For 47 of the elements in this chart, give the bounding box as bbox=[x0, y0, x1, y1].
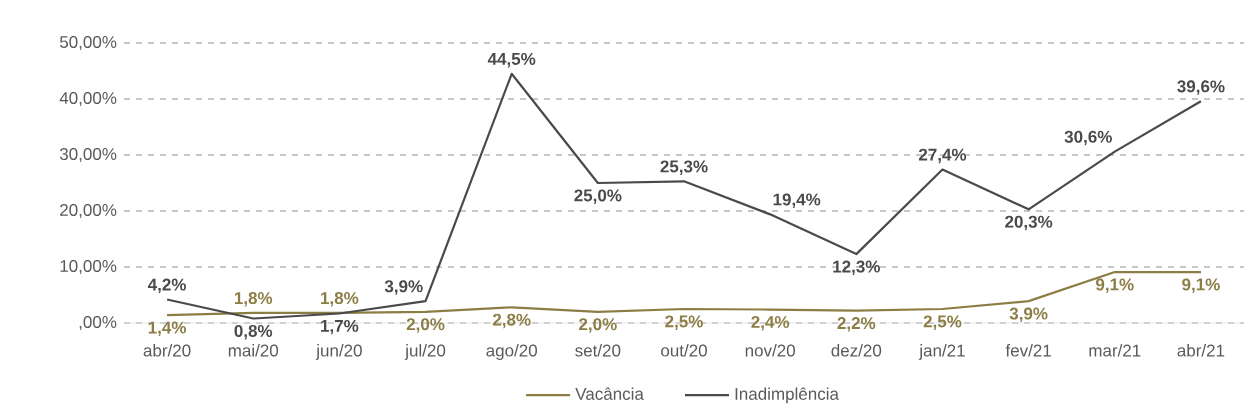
x-tick-label: abr/20 bbox=[143, 344, 191, 357]
data-label: 1,7% bbox=[321, 319, 359, 335]
data-label: 2,8% bbox=[492, 313, 531, 329]
data-label: 25,3% bbox=[660, 160, 708, 175]
data-label: 27,4% bbox=[918, 148, 967, 164]
x-tick-label: out/20 bbox=[661, 344, 707, 357]
y-tick-label: 20,00% bbox=[60, 203, 117, 219]
data-label: 2,2% bbox=[837, 317, 876, 332]
data-label: 2,0% bbox=[406, 318, 445, 333]
x-tick-label: mai/20 bbox=[228, 344, 279, 357]
data-label: 1,8% bbox=[234, 292, 273, 307]
y-tick-label: 40,00% bbox=[59, 91, 117, 107]
x-tick-label: nov/20 bbox=[745, 344, 795, 357]
y-tick-label: 30,00% bbox=[59, 147, 117, 163]
data-label: 4,2% bbox=[147, 278, 187, 294]
data-label: 2,0% bbox=[579, 318, 617, 333]
x-tick-label: ago/20 bbox=[486, 344, 538, 360]
data-label: 30,6% bbox=[1064, 130, 1112, 146]
data-label: 3,9% bbox=[1009, 307, 1048, 323]
x-tick-label: set/20 bbox=[575, 344, 621, 357]
data-label: 9,1% bbox=[1095, 278, 1134, 293]
data-label: 25,0% bbox=[574, 189, 622, 204]
data-label: 2,4% bbox=[751, 315, 790, 331]
data-label: 3,9% bbox=[384, 280, 423, 295]
data-label: 39,6% bbox=[1177, 80, 1225, 95]
x-tick-label: jul/20 bbox=[404, 344, 446, 360]
x-tick-label: jan/21 bbox=[918, 344, 965, 360]
data-label: 1,8% bbox=[321, 292, 359, 307]
data-label: 44,5% bbox=[487, 52, 536, 68]
x-tick-label: fev/21 bbox=[1005, 344, 1051, 357]
data-label: 9,1% bbox=[1182, 278, 1220, 293]
data-label: 1,4% bbox=[148, 321, 187, 337]
data-label: 2,5% bbox=[923, 315, 962, 330]
y-tick-label: ,00% bbox=[79, 315, 117, 331]
data-label: 19,4% bbox=[773, 193, 821, 208]
legend-label: Inadimplência bbox=[735, 387, 839, 404]
data-label: 12,3% bbox=[833, 260, 880, 276]
data-label: 0,8% bbox=[234, 324, 273, 340]
y-tick-label: 50,00% bbox=[59, 35, 117, 51]
x-tick-label: abr/21 bbox=[1177, 344, 1225, 357]
data-label: 2,5% bbox=[665, 315, 703, 330]
x-tick-label: mar/21 bbox=[1089, 344, 1141, 357]
x-tick-label: dez/20 bbox=[831, 344, 882, 357]
y-tick-label: 10,00% bbox=[60, 259, 117, 275]
legend-label: Vacância bbox=[575, 387, 644, 400]
x-tick-label: jun/20 bbox=[315, 344, 362, 360]
data-label: 20,3% bbox=[1005, 215, 1053, 231]
